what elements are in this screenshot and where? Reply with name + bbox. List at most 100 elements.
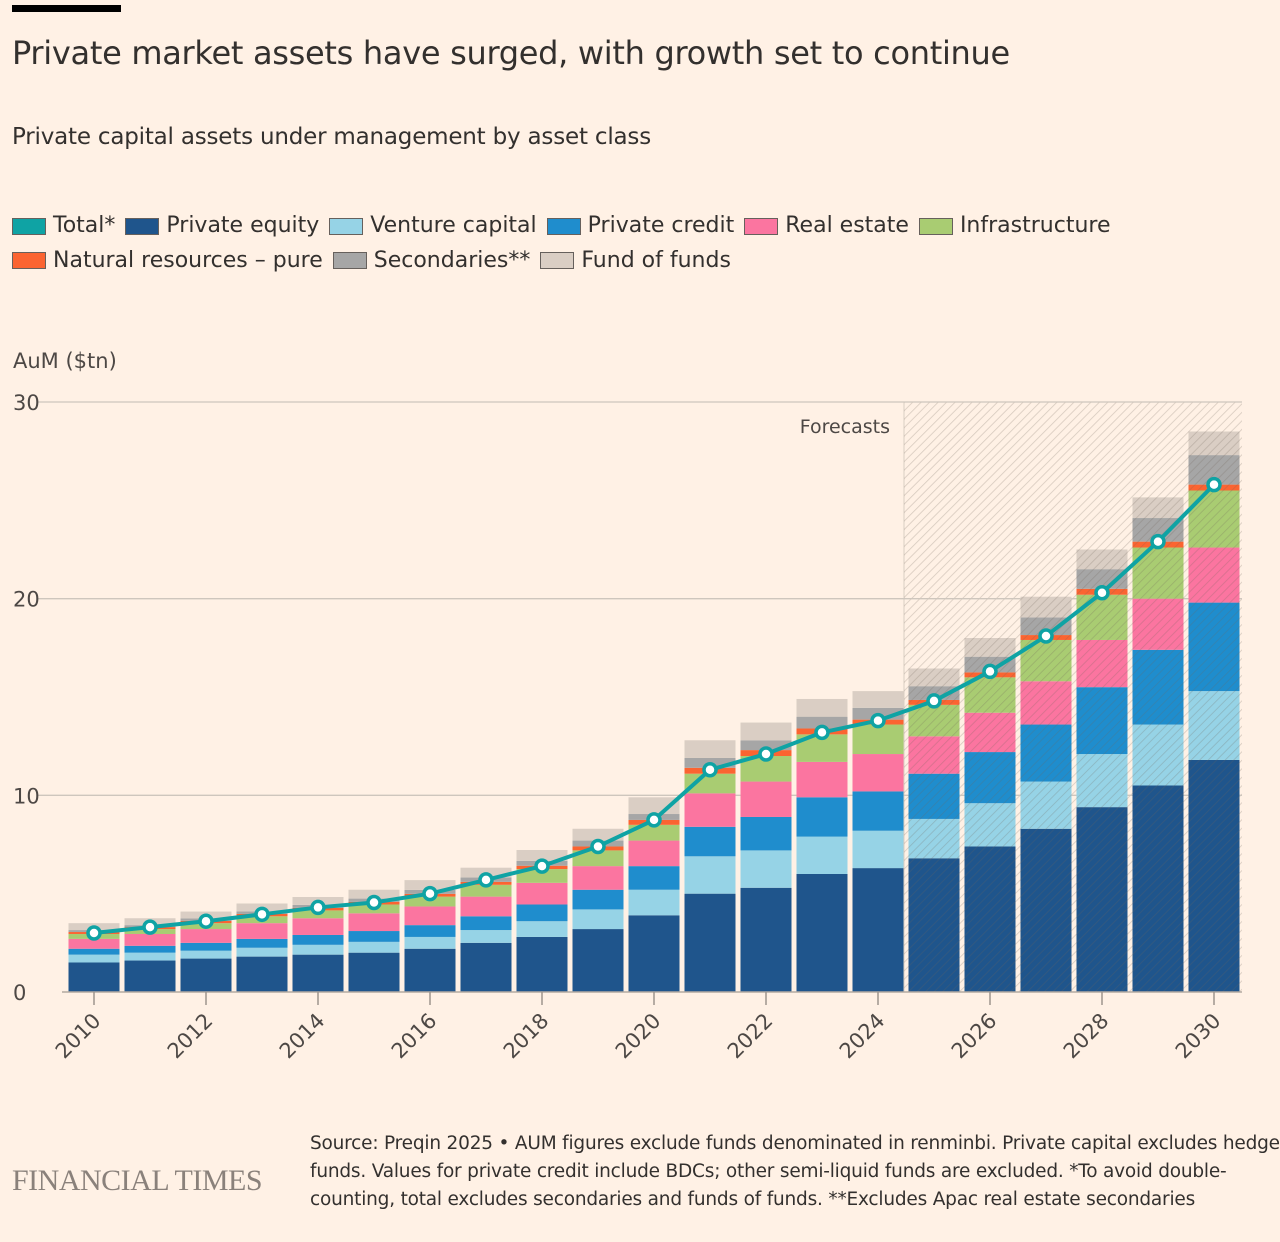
- bar-segment-hatch-fof: [908, 668, 960, 687]
- bar-segment-vc: [572, 909, 624, 930]
- legend-label-pe: Private equity: [166, 213, 320, 238]
- bar-segment-pc: [460, 916, 512, 931]
- bar-segment-re: [684, 793, 736, 827]
- bar-segment-hatch-pe: [908, 858, 960, 992]
- bar-segment-vc: [516, 921, 568, 937]
- bar-segment-pc: [236, 938, 288, 948]
- bar-segment-hatch-pc: [1132, 649, 1184, 725]
- bar-segment-pe: [852, 868, 904, 992]
- bar-segment-pe: [684, 893, 736, 992]
- bar-segment-hatch-fof: [1132, 497, 1184, 519]
- bar-segment-hatch-re: [1132, 598, 1184, 650]
- bar-segment-fof: [684, 740, 736, 758]
- bar-segment-hatch-vc: [908, 818, 960, 859]
- bar-segment-pe: [348, 952, 400, 992]
- legend-item-nr: Natural resources – pure: [12, 245, 323, 277]
- total-marker-2029: [1150, 533, 1166, 550]
- bar-2028: [1076, 549, 1128, 992]
- bar-segment-pe: [628, 915, 680, 992]
- bar-segment-re: [292, 918, 344, 935]
- x-tick-label-2028: 2028: [1059, 1009, 1114, 1064]
- bar-segment-hatch-pe: [1132, 785, 1184, 992]
- bar-segment-re: [740, 781, 792, 817]
- bar-segment-vc: [180, 950, 232, 959]
- x-tick-label-2018: 2018: [499, 1009, 554, 1064]
- x-tick-label-2014: 2014: [275, 1009, 330, 1064]
- bar-segment-pc: [124, 945, 176, 953]
- legend-swatch-vc: [329, 217, 364, 235]
- bar-segment-hatch-fof: [1076, 549, 1128, 570]
- chart-subtitle: Private capital assets under management …: [12, 124, 651, 150]
- bar-segment-re: [124, 933, 176, 946]
- bar-segment-vc: [684, 856, 736, 894]
- bar-segment-hatch-infra: [1188, 490, 1240, 548]
- bar-segment-pc: [404, 925, 456, 937]
- x-tick-label-2020: 2020: [611, 1009, 666, 1064]
- bar-segment-hatch-re: [908, 736, 960, 774]
- legend-swatch-pe: [125, 217, 160, 235]
- bar-segment-infra: [516, 869, 568, 883]
- legend-swatch-total: [12, 217, 46, 235]
- total-marker-2020: [646, 812, 662, 828]
- bar-segment-pc: [68, 948, 120, 955]
- bar-segment-hatch-infra: [964, 677, 1016, 713]
- total-marker-2014: [310, 899, 326, 916]
- bar-segment-infra: [460, 884, 512, 897]
- bar-segment-re: [236, 923, 288, 939]
- bar-segment-hatch-re: [1076, 639, 1128, 688]
- legend-item-pc: Private credit: [546, 210, 734, 242]
- forecast-label: Forecasts: [800, 416, 890, 438]
- bar-segment-hatch-sec: [908, 686, 960, 700]
- legend-label-total: Total*: [53, 213, 116, 238]
- y-tick-label-30: 30: [13, 391, 40, 415]
- bar-segment-vc: [628, 889, 680, 916]
- bar-2021: [684, 740, 736, 992]
- bar-segment-hatch-pe: [964, 846, 1016, 992]
- total-marker-2019: [590, 838, 606, 855]
- bar-segment-pc: [796, 797, 848, 837]
- x-tick-label-2022: 2022: [723, 1009, 778, 1064]
- bar-segment-hatch-vc: [1188, 691, 1240, 760]
- total-marker-2016: [422, 885, 438, 902]
- bar-segment-pc: [180, 942, 232, 951]
- total-marker-2010: [86, 925, 102, 941]
- bar-segment-hatch-pc: [908, 773, 960, 819]
- bar-segment-re: [572, 866, 624, 890]
- bar-segment-re: [404, 906, 456, 926]
- bar-segment-pe: [124, 960, 176, 992]
- bar-segment-pe: [572, 929, 624, 992]
- total-marker-2021: [702, 762, 718, 778]
- legend-item-total: Total*: [12, 210, 115, 242]
- bar-segment-fof: [404, 880, 456, 890]
- bar-segment-hatch-pe: [1020, 828, 1072, 992]
- y-axis-title: AuM ($tn): [13, 349, 117, 373]
- legend-label-fof: Fund of funds: [581, 247, 731, 273]
- bar-segment-re: [516, 882, 568, 905]
- total-marker-2028: [1094, 585, 1110, 601]
- x-tick-label-2026: 2026: [947, 1009, 1002, 1064]
- total-marker-2023: [814, 724, 830, 741]
- legend-label-vc: Venture capital: [370, 213, 537, 238]
- bar-segment-pc: [292, 934, 344, 945]
- bar-segment-re: [460, 896, 512, 917]
- bar-segment-hatch-vc: [1020, 781, 1072, 829]
- bar-segment-fof: [572, 828, 624, 841]
- bar-segment-pe: [796, 874, 848, 992]
- bar-segment-hatch-pc: [1188, 602, 1240, 692]
- bar-segment-hatch-sec: [1020, 617, 1072, 636]
- total-marker-2013: [254, 906, 270, 923]
- bar-segment-hatch-pc: [1020, 724, 1072, 782]
- bar-segment-hatch-sec: [1076, 569, 1128, 589]
- bar-segment-hatch-pc: [964, 752, 1016, 804]
- total-marker-2012: [198, 913, 214, 929]
- bar-segment-pe: [404, 948, 456, 992]
- bar-2025: [908, 668, 960, 992]
- legend-item-sec: Secondaries**: [332, 245, 530, 277]
- bar-segment-vc: [68, 954, 120, 963]
- bar-segment-hatch-fof: [964, 638, 1016, 657]
- legend-swatch-infra: [918, 217, 953, 235]
- bar-segment-pc: [740, 816, 792, 851]
- total-marker-2025: [926, 693, 942, 709]
- x-tick-label-2016: 2016: [387, 1009, 442, 1064]
- bar-segment-re: [796, 761, 848, 798]
